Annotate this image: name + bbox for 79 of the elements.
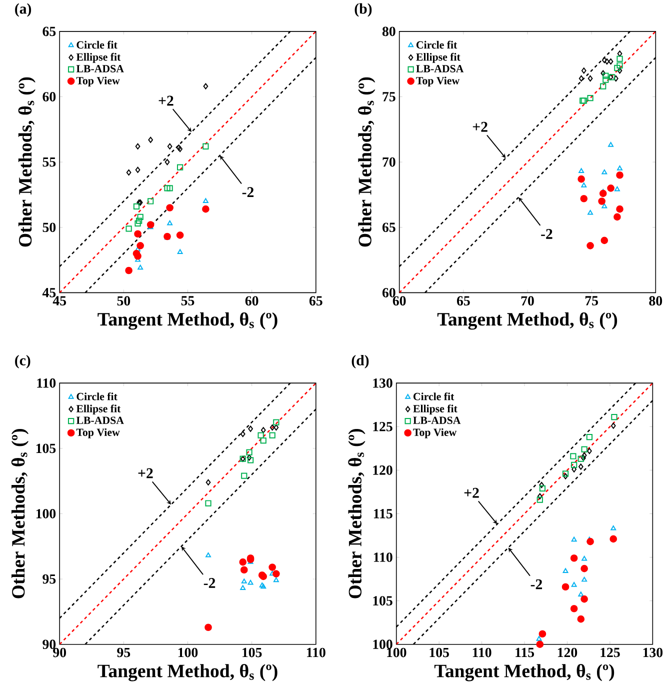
annotation: -2	[204, 578, 215, 588]
legend-label: Circle fit	[76, 392, 118, 400]
y-tick-label: 60	[382, 288, 396, 298]
x-tick-label: 125	[600, 648, 620, 658]
x-tick-label: 100	[178, 648, 198, 658]
chart-title: (d)	[352, 354, 368, 368]
x-axis-title: Tangent Method, θ$_{s}$ (º)	[434, 664, 614, 682]
x-axis-title: Tangent Method, θ$_{s}$ (º)	[97, 664, 278, 682]
y-tick-label: 70	[382, 157, 396, 167]
chart-title: (b)	[354, 3, 372, 17]
x-tick-label: 60	[392, 296, 406, 306]
chart-title: (a)	[14, 3, 31, 17]
y-tick-label: 110	[374, 552, 392, 562]
annotation: +2	[158, 96, 174, 106]
x-tick-label: 130	[643, 648, 662, 658]
y-axis-title: Other Methods, θ$_{s}$ (º)	[18, 77, 36, 247]
legend-label: Top View	[412, 428, 456, 438]
y-tick-label: 115	[374, 509, 392, 518]
annotation: +2	[138, 468, 153, 478]
x-tick-label: 45	[52, 296, 66, 306]
x-tick-label: 105	[242, 648, 262, 658]
x-tick-label: 120	[558, 648, 577, 658]
x-tick-label: 65	[456, 296, 470, 306]
x-tick-label: 115	[515, 648, 534, 658]
legend-label: Circle fit	[76, 40, 118, 49]
y-tick-label: 100	[373, 640, 392, 650]
y-tick-label: 95	[42, 574, 56, 584]
y-tick-label: 125	[373, 422, 392, 432]
y-tick-label: 65	[42, 26, 56, 36]
legend-label: LB-ADSA	[76, 65, 124, 72]
y-tick-label: 90	[42, 640, 56, 650]
x-tick-label: 65	[309, 296, 322, 306]
y-tick-label: 75	[382, 92, 396, 102]
y-tick-label: 105	[36, 444, 56, 454]
y-tick-label: 105	[373, 596, 392, 606]
y-tick-label: 60	[42, 92, 56, 102]
legend-label: Circle fit	[416, 40, 457, 49]
annotation: -2	[540, 228, 552, 239]
legend-label: Ellipse fit	[412, 404, 458, 415]
x-tick-label: 50	[117, 296, 130, 306]
y-tick-label: 45	[42, 288, 56, 298]
legend-label: Ellipse fit	[76, 404, 120, 415]
annotation: -2	[242, 187, 254, 198]
x-tick-label: 75	[585, 296, 598, 306]
annotation: -2	[530, 579, 542, 590]
legend-label: LB-ADSA	[412, 416, 460, 424]
x-tick-label: 110	[306, 648, 326, 658]
legend-label: LB-ADSA	[76, 416, 124, 424]
y-tick-label: 100	[36, 509, 56, 518]
legend-label: LB-ADSA	[416, 65, 464, 72]
legend-label: Circle fit	[413, 392, 454, 400]
x-tick-label: 55	[181, 296, 194, 306]
x-tick-label: 110	[472, 648, 492, 658]
y-axis-title: Other Methods, θ$_{s}$ (º)	[358, 77, 376, 247]
legend-label: Top View	[416, 76, 460, 87]
y-axis-title: Other Methods, θ$_{s}$ (º)	[11, 429, 28, 598]
legend-label: Ellipse fit	[76, 52, 120, 63]
y-tick-label: 50	[42, 222, 56, 232]
x-tick-label: 90	[52, 648, 66, 658]
legend-label: Ellipse fit	[416, 52, 460, 63]
annotation: +2	[472, 122, 488, 132]
y-tick-label: 55	[42, 157, 56, 167]
x-tick-label: 105	[430, 648, 449, 658]
y-tick-label: 130	[373, 378, 392, 388]
x-axis-title: Tangent Method, θ$_{s}$ (º)	[437, 312, 617, 330]
y-tick-label: 110	[37, 378, 56, 388]
legend-label: Top View	[76, 76, 120, 87]
x-axis-title: Tangent Method, θ$_{s}$ (º)	[97, 312, 278, 330]
y-tick-label: 120	[373, 465, 392, 475]
x-tick-label: 70	[521, 296, 534, 306]
y-tick-label: 65	[382, 222, 396, 232]
x-tick-label: 60	[245, 296, 258, 306]
x-tick-label: 95	[116, 648, 130, 658]
annotation: +2	[464, 488, 479, 498]
y-tick-label: 80	[382, 26, 396, 36]
chart-title: (c)	[14, 354, 30, 368]
x-tick-label: 80	[649, 296, 662, 306]
y-axis-title: Other Methods, θ$_{s}$ (º)	[348, 429, 366, 598]
legend-label: Top View	[76, 428, 120, 438]
